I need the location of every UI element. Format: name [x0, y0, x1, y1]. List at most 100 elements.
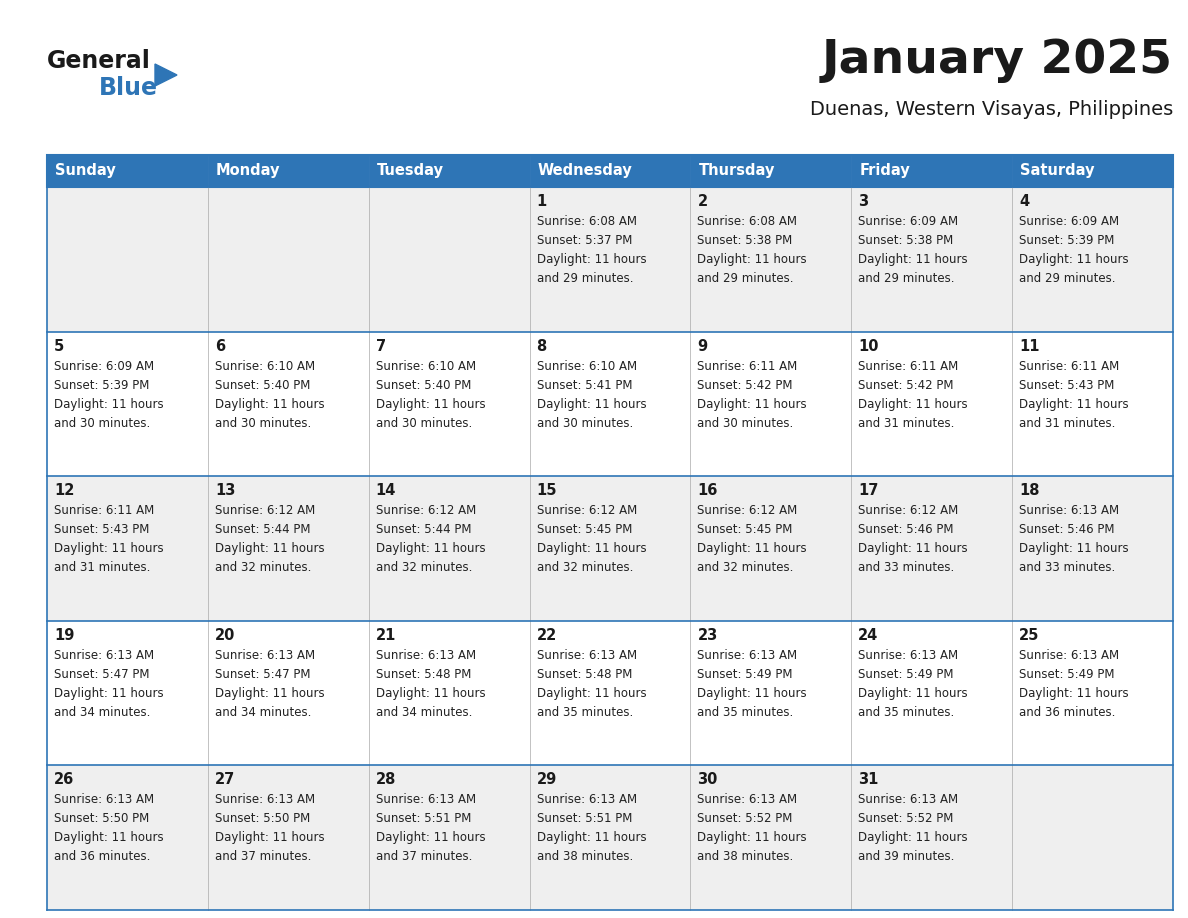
Text: and 30 minutes.: and 30 minutes. [697, 417, 794, 430]
Text: Wednesday: Wednesday [538, 163, 632, 178]
Text: and 29 minutes.: and 29 minutes. [858, 272, 955, 285]
Text: Daylight: 11 hours: Daylight: 11 hours [537, 687, 646, 700]
Text: and 29 minutes.: and 29 minutes. [1019, 272, 1116, 285]
Text: Sunset: 5:51 PM: Sunset: 5:51 PM [375, 812, 472, 825]
Text: Daylight: 11 hours: Daylight: 11 hours [697, 253, 807, 266]
Text: Sunrise: 6:13 AM: Sunrise: 6:13 AM [215, 793, 315, 806]
Text: 8: 8 [537, 339, 546, 353]
Text: Daylight: 11 hours: Daylight: 11 hours [375, 397, 486, 410]
Text: Sunset: 5:50 PM: Sunset: 5:50 PM [53, 812, 150, 825]
Text: 27: 27 [215, 772, 235, 788]
Text: and 35 minutes.: and 35 minutes. [537, 706, 633, 719]
Text: and 33 minutes.: and 33 minutes. [858, 561, 954, 574]
Text: Sunset: 5:43 PM: Sunset: 5:43 PM [1019, 378, 1114, 392]
Text: Sunset: 5:43 PM: Sunset: 5:43 PM [53, 523, 150, 536]
Text: Sunset: 5:42 PM: Sunset: 5:42 PM [697, 378, 792, 392]
Text: Daylight: 11 hours: Daylight: 11 hours [53, 687, 164, 700]
Text: Daylight: 11 hours: Daylight: 11 hours [697, 687, 807, 700]
Text: 13: 13 [215, 483, 235, 498]
Text: 20: 20 [215, 628, 235, 643]
Text: and 30 minutes.: and 30 minutes. [215, 417, 311, 430]
Text: Sunrise: 6:13 AM: Sunrise: 6:13 AM [1019, 649, 1119, 662]
FancyBboxPatch shape [48, 621, 1173, 766]
Text: 11: 11 [1019, 339, 1040, 353]
Text: Sunset: 5:49 PM: Sunset: 5:49 PM [1019, 667, 1114, 681]
FancyBboxPatch shape [48, 331, 1173, 476]
Text: Sunset: 5:48 PM: Sunset: 5:48 PM [375, 667, 472, 681]
Text: and 35 minutes.: and 35 minutes. [858, 706, 954, 719]
FancyBboxPatch shape [852, 155, 1012, 187]
Text: Daylight: 11 hours: Daylight: 11 hours [858, 832, 968, 845]
Text: Daylight: 11 hours: Daylight: 11 hours [697, 397, 807, 410]
Text: Friday: Friday [859, 163, 910, 178]
Text: and 33 minutes.: and 33 minutes. [1019, 561, 1116, 574]
Text: Daylight: 11 hours: Daylight: 11 hours [215, 687, 324, 700]
Text: Sunset: 5:38 PM: Sunset: 5:38 PM [697, 234, 792, 247]
Text: 28: 28 [375, 772, 396, 788]
Text: Sunset: 5:49 PM: Sunset: 5:49 PM [858, 667, 954, 681]
Text: 5: 5 [53, 339, 64, 353]
FancyBboxPatch shape [48, 155, 208, 187]
Text: Daylight: 11 hours: Daylight: 11 hours [53, 397, 164, 410]
Text: 4: 4 [1019, 194, 1029, 209]
Text: Sunrise: 6:13 AM: Sunrise: 6:13 AM [1019, 504, 1119, 517]
Text: and 32 minutes.: and 32 minutes. [375, 561, 472, 574]
Text: Sunset: 5:46 PM: Sunset: 5:46 PM [858, 523, 954, 536]
Text: Daylight: 11 hours: Daylight: 11 hours [858, 253, 968, 266]
Text: Daylight: 11 hours: Daylight: 11 hours [53, 543, 164, 555]
Text: Sunset: 5:49 PM: Sunset: 5:49 PM [697, 667, 792, 681]
Text: Sunrise: 6:08 AM: Sunrise: 6:08 AM [697, 215, 797, 228]
Text: Sunrise: 6:10 AM: Sunrise: 6:10 AM [215, 360, 315, 373]
Text: Sunrise: 6:08 AM: Sunrise: 6:08 AM [537, 215, 637, 228]
Text: Saturday: Saturday [1020, 163, 1094, 178]
Text: and 39 minutes.: and 39 minutes. [858, 850, 955, 864]
Text: 21: 21 [375, 628, 396, 643]
Text: Sunset: 5:46 PM: Sunset: 5:46 PM [1019, 523, 1114, 536]
Text: and 37 minutes.: and 37 minutes. [375, 850, 472, 864]
Text: and 31 minutes.: and 31 minutes. [1019, 417, 1116, 430]
Text: Daylight: 11 hours: Daylight: 11 hours [537, 397, 646, 410]
Text: Sunset: 5:40 PM: Sunset: 5:40 PM [375, 378, 472, 392]
Text: 2: 2 [697, 194, 708, 209]
Text: 26: 26 [53, 772, 74, 788]
Text: Sunrise: 6:13 AM: Sunrise: 6:13 AM [537, 793, 637, 806]
Text: Sunset: 5:48 PM: Sunset: 5:48 PM [537, 667, 632, 681]
Text: Sunrise: 6:13 AM: Sunrise: 6:13 AM [697, 793, 797, 806]
Text: Sunset: 5:47 PM: Sunset: 5:47 PM [53, 667, 150, 681]
Text: Sunrise: 6:10 AM: Sunrise: 6:10 AM [537, 360, 637, 373]
Text: 31: 31 [858, 772, 879, 788]
Text: Sunrise: 6:11 AM: Sunrise: 6:11 AM [858, 360, 959, 373]
Text: 9: 9 [697, 339, 708, 353]
Text: Sunrise: 6:09 AM: Sunrise: 6:09 AM [858, 215, 959, 228]
Text: Sunrise: 6:13 AM: Sunrise: 6:13 AM [375, 793, 476, 806]
Text: 6: 6 [215, 339, 225, 353]
Text: Sunrise: 6:10 AM: Sunrise: 6:10 AM [375, 360, 476, 373]
Text: Sunset: 5:52 PM: Sunset: 5:52 PM [858, 812, 954, 825]
Text: Sunrise: 6:13 AM: Sunrise: 6:13 AM [697, 649, 797, 662]
Text: Daylight: 11 hours: Daylight: 11 hours [375, 543, 486, 555]
Text: 25: 25 [1019, 628, 1040, 643]
Text: Sunrise: 6:11 AM: Sunrise: 6:11 AM [53, 504, 154, 517]
Text: Sunrise: 6:09 AM: Sunrise: 6:09 AM [53, 360, 154, 373]
Text: Duenas, Western Visayas, Philippines: Duenas, Western Visayas, Philippines [810, 100, 1173, 119]
Text: and 30 minutes.: and 30 minutes. [53, 417, 150, 430]
Text: Sunrise: 6:11 AM: Sunrise: 6:11 AM [697, 360, 797, 373]
Text: 18: 18 [1019, 483, 1040, 498]
Text: Daylight: 11 hours: Daylight: 11 hours [215, 397, 324, 410]
Text: Daylight: 11 hours: Daylight: 11 hours [1019, 543, 1129, 555]
Text: Sunrise: 6:13 AM: Sunrise: 6:13 AM [858, 649, 959, 662]
Text: Daylight: 11 hours: Daylight: 11 hours [858, 687, 968, 700]
Text: Sunset: 5:52 PM: Sunset: 5:52 PM [697, 812, 792, 825]
Text: and 31 minutes.: and 31 minutes. [858, 417, 955, 430]
Text: Sunday: Sunday [55, 163, 115, 178]
FancyBboxPatch shape [48, 187, 1173, 331]
Text: Sunrise: 6:13 AM: Sunrise: 6:13 AM [53, 793, 154, 806]
Text: and 38 minutes.: and 38 minutes. [537, 850, 633, 864]
Text: Daylight: 11 hours: Daylight: 11 hours [537, 832, 646, 845]
Text: 1: 1 [537, 194, 546, 209]
Text: and 31 minutes.: and 31 minutes. [53, 561, 151, 574]
Text: Daylight: 11 hours: Daylight: 11 hours [697, 832, 807, 845]
Text: Sunrise: 6:13 AM: Sunrise: 6:13 AM [858, 793, 959, 806]
Text: Daylight: 11 hours: Daylight: 11 hours [1019, 253, 1129, 266]
Text: Sunset: 5:41 PM: Sunset: 5:41 PM [537, 378, 632, 392]
